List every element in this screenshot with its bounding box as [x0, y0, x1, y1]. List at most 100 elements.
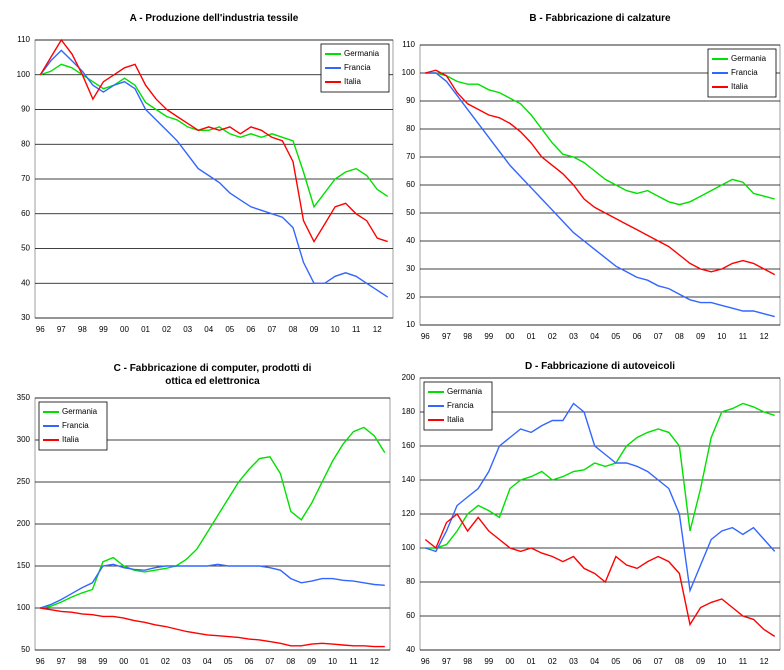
- y-tick-label: 150: [17, 561, 31, 570]
- y-tick-label: 200: [402, 373, 416, 382]
- y-tick-label: 100: [402, 543, 416, 552]
- x-tick-label: 10: [328, 657, 337, 666]
- x-tick-label: 09: [307, 657, 316, 666]
- x-tick-label: 98: [463, 657, 472, 666]
- x-tick-label: 00: [506, 332, 515, 341]
- x-tick-label: 07: [654, 657, 663, 666]
- y-tick-label: 50: [406, 208, 415, 217]
- x-tick-label: 08: [286, 657, 295, 666]
- x-tick-label: 04: [590, 332, 599, 341]
- y-tick-label: 50: [21, 645, 30, 654]
- x-tick-label: 03: [569, 332, 578, 341]
- chart-title: C - Fabbricazione di computer, prodotti …: [113, 363, 312, 387]
- series-line: [39, 49, 389, 298]
- x-tick-label: 02: [161, 657, 170, 666]
- x-tick-label: 04: [590, 657, 599, 666]
- y-tick-label: 180: [402, 407, 416, 416]
- x-tick-label: 11: [352, 325, 361, 334]
- y-tick-label: 250: [17, 477, 31, 486]
- x-tick-label: 00: [506, 657, 515, 666]
- series-line: [425, 69, 776, 276]
- x-tick-label: 08: [289, 325, 298, 334]
- x-tick-label: 12: [760, 332, 769, 341]
- x-tick-label: 10: [331, 325, 340, 334]
- y-tick-label: 70: [406, 152, 415, 161]
- x-tick-label: 96: [36, 325, 45, 334]
- y-tick-label: 10: [406, 320, 415, 329]
- x-tick-label: 08: [675, 657, 684, 666]
- y-tick-label: 110: [17, 35, 30, 44]
- y-tick-label: 90: [21, 105, 30, 114]
- legend-label: Francia: [447, 401, 474, 410]
- legend-label: Germania: [447, 387, 483, 396]
- legend-label: Francia: [62, 421, 89, 430]
- x-tick-label: 06: [246, 325, 255, 334]
- y-tick-label: 120: [402, 509, 416, 518]
- series-line: [425, 402, 776, 594]
- x-tick-label: 98: [78, 657, 87, 666]
- y-tick-label: 80: [406, 577, 415, 586]
- y-tick-label: 60: [21, 209, 30, 218]
- x-tick-label: 11: [739, 332, 748, 341]
- y-tick-label: 60: [406, 180, 415, 189]
- series-line: [425, 72, 775, 206]
- x-tick-label: 01: [527, 657, 536, 666]
- chart-title: D - Fabbricazione di autoveicoli: [524, 361, 676, 372]
- y-tick-label: 30: [406, 264, 415, 273]
- y-tick-label: 140: [402, 475, 416, 484]
- y-tick-label: 100: [17, 603, 31, 612]
- y-tick-label: 100: [17, 70, 31, 79]
- x-tick-label: 01: [140, 657, 149, 666]
- x-tick-label: 06: [245, 657, 254, 666]
- legend-label: Francia: [731, 68, 758, 77]
- x-tick-label: 99: [99, 325, 108, 334]
- y-tick-label: 100: [402, 68, 416, 77]
- y-tick-label: 50: [21, 244, 30, 253]
- x-tick-label: 97: [442, 657, 451, 666]
- series-line: [39, 563, 385, 609]
- legend-label: Italia: [344, 77, 361, 86]
- y-tick-label: 200: [17, 519, 31, 528]
- x-tick-label: 00: [120, 325, 129, 334]
- x-tick-label: 04: [204, 325, 213, 334]
- legend-label: Francia: [344, 63, 371, 72]
- x-tick-label: 12: [760, 657, 769, 666]
- series-line: [39, 38, 388, 244]
- legend-label: Italia: [62, 435, 79, 444]
- x-tick-label: 01: [141, 325, 150, 334]
- x-tick-label: 03: [182, 657, 191, 666]
- x-tick-label: 05: [611, 332, 620, 341]
- y-tick-label: 80: [21, 139, 30, 148]
- y-tick-label: 160: [402, 441, 416, 450]
- x-tick-label: 07: [267, 325, 276, 334]
- x-tick-label: 11: [739, 657, 748, 666]
- x-tick-label: 00: [119, 657, 128, 666]
- x-tick-label: 05: [611, 657, 620, 666]
- y-tick-label: 300: [17, 435, 31, 444]
- series-line: [425, 72, 775, 318]
- x-tick-label: 97: [57, 657, 66, 666]
- legend-label: Germania: [344, 49, 380, 58]
- x-tick-label: 97: [57, 325, 66, 334]
- chart-title: A - Produzione dell'industria tessile: [129, 13, 299, 24]
- legend-box: [707, 48, 777, 98]
- series-line: [40, 607, 385, 648]
- legend-label: Germania: [731, 54, 767, 63]
- y-tick-label: 20: [406, 292, 415, 301]
- x-tick-label: 09: [696, 332, 705, 341]
- y-tick-label: 40: [21, 278, 30, 287]
- x-tick-label: 99: [98, 657, 107, 666]
- x-tick-label: 96: [36, 657, 45, 666]
- x-tick-label: 99: [484, 657, 493, 666]
- x-tick-label: 98: [463, 332, 472, 341]
- x-tick-label: 04: [203, 657, 212, 666]
- x-tick-label: 02: [162, 325, 171, 334]
- series-line: [424, 512, 776, 637]
- x-tick-label: 96: [421, 332, 430, 341]
- x-tick-label: 05: [224, 657, 233, 666]
- y-tick-label: 80: [406, 124, 415, 133]
- y-tick-label: 40: [406, 645, 415, 654]
- x-tick-label: 03: [183, 325, 192, 334]
- x-tick-label: 05: [225, 325, 234, 334]
- x-tick-label: 99: [484, 332, 493, 341]
